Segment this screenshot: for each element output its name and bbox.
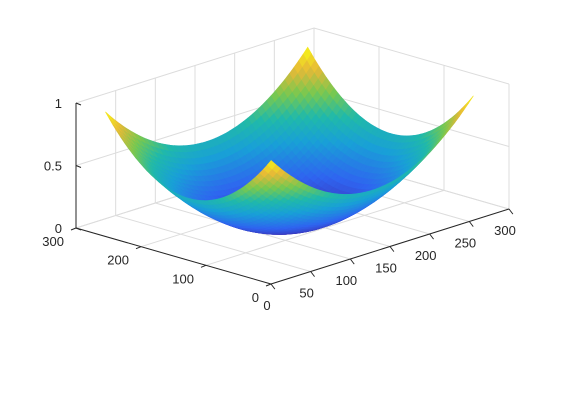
y-axis-line [75,227,272,285]
y-tick-label: 200 [107,253,129,268]
x-tick-mark [349,258,355,265]
z-tick-mark [75,102,82,106]
y-tick-label: 100 [172,271,194,286]
x-tick-label: 300 [494,223,516,238]
surface-patch [266,160,277,170]
x-tick-label: 0 [263,298,270,313]
y-tick-mark [135,246,142,250]
y-tick-mark [70,227,77,231]
x-tick-mark [310,271,315,277]
x-tick-label: 250 [454,236,476,251]
y-tick-label: 300 [42,234,64,249]
z-tick-mark [75,165,82,168]
y-tick-label: 0 [252,290,259,305]
z-tick-mark [75,227,82,231]
z-tick-label: 1 [55,96,62,111]
x-tick-label: 200 [415,248,437,263]
x-tick-mark [468,221,474,227]
x-tick-label: 100 [335,273,357,288]
x-tick-label: 150 [375,261,397,276]
surface-mesh [105,46,474,235]
axes-lines [70,102,514,290]
x-tick-mark [389,246,395,252]
x-tick-mark [508,208,514,215]
x-tick-mark [429,233,434,240]
z-tick-label: 0 [55,221,62,236]
x-tick-mark [270,283,276,290]
y-tick-mark [265,283,272,287]
y-tick-mark [200,264,207,268]
x-tick-label: 50 [299,286,313,301]
z-tick-label: 0.5 [44,159,62,174]
